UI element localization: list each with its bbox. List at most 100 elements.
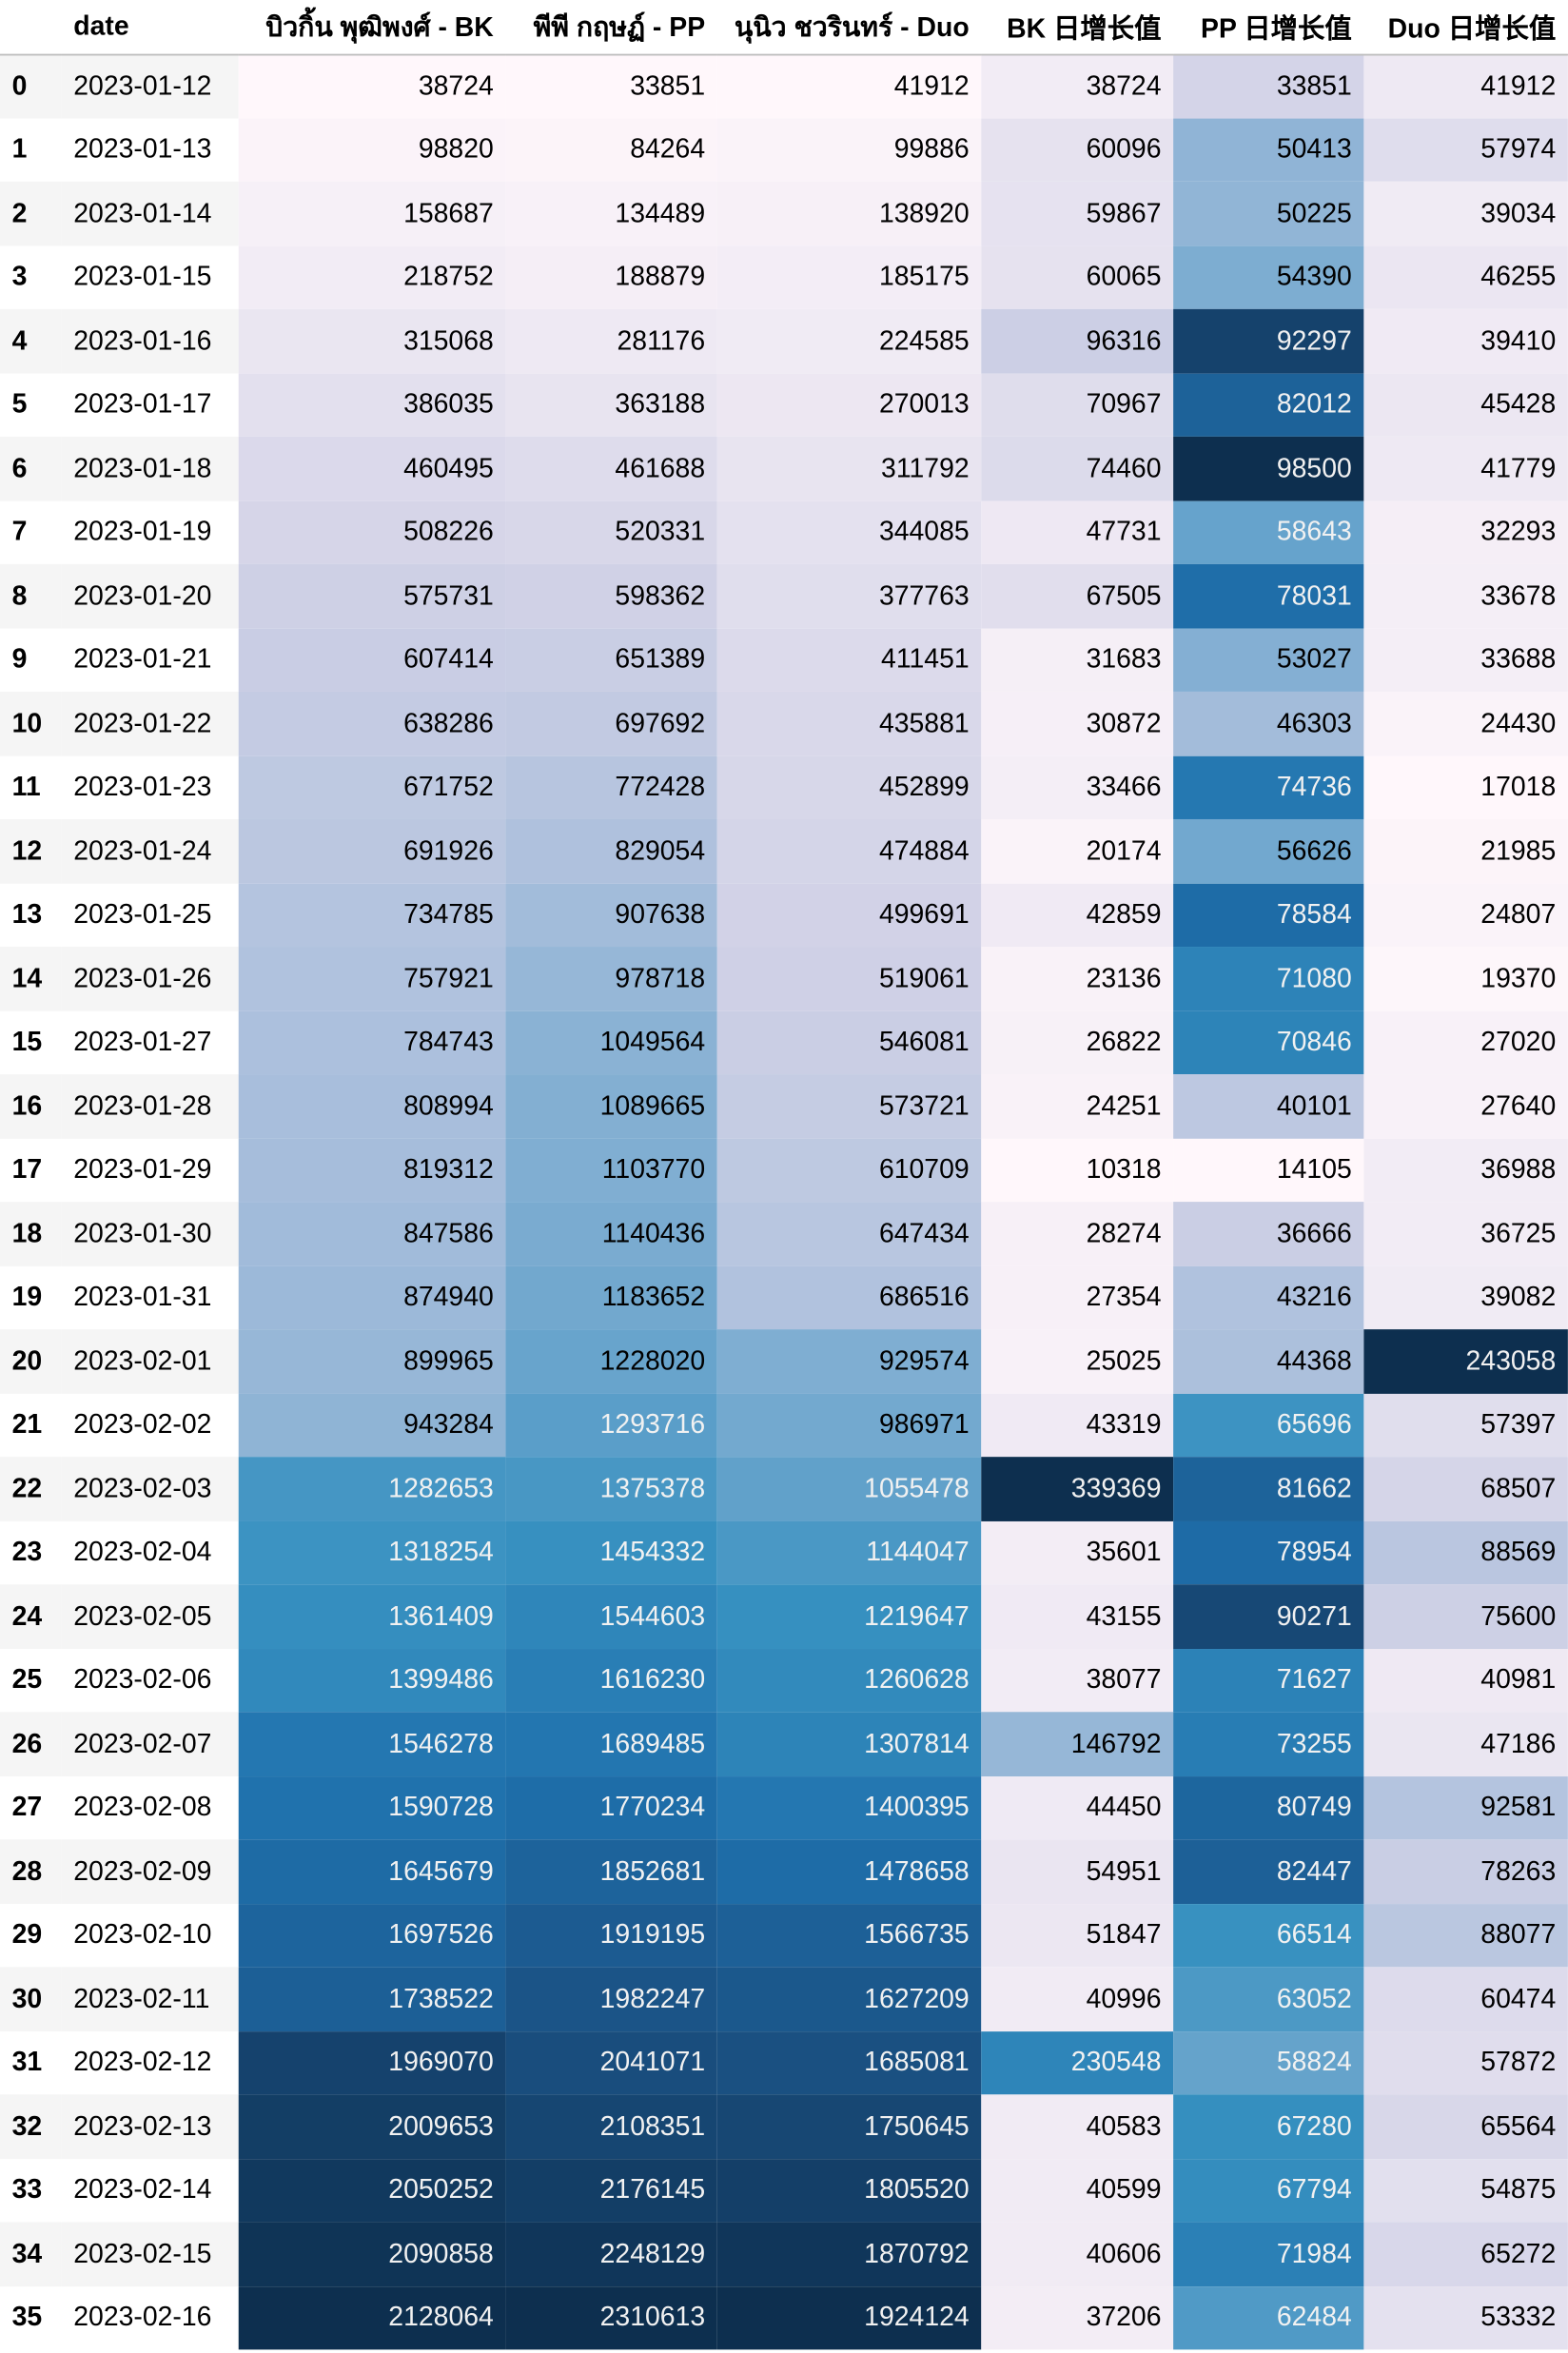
value-cell: 26822 (981, 1010, 1174, 1075)
value-cell: 74736 (1173, 755, 1364, 819)
table-header: date บิวกิ้น พุฒิพงศ์ - BK พีพี กฤษฏ์ - PP… (0, 0, 1568, 55)
value-cell: 134489 (505, 181, 717, 245)
value-cell: 38077 (981, 1648, 1174, 1713)
value-cell: 270013 (716, 372, 982, 437)
value-cell: 90271 (1173, 1584, 1364, 1649)
table-row: 32 2023-02-13 2009653 2108351 1750645 40583 67… (0, 2094, 1568, 2159)
value-cell: 1627209 (716, 1967, 982, 2031)
row-index: 3 (0, 245, 62, 309)
value-cell: 78954 (1173, 1520, 1364, 1585)
value-cell: 78031 (1173, 563, 1364, 628)
value-cell: 71984 (1173, 2222, 1364, 2286)
date-cell: 2023-01-26 (61, 947, 239, 1011)
date-cell: 2023-02-14 (61, 2158, 239, 2223)
value-cell: 40101 (1173, 1074, 1364, 1139)
table-row: 11 2023-01-23 671752 772428 452899 33466 74736… (0, 755, 1568, 819)
date-cell: 2023-01-15 (61, 245, 239, 309)
row-index: 19 (0, 1265, 62, 1330)
value-cell: 697692 (505, 691, 717, 755)
date-cell: 2023-02-12 (61, 2030, 239, 2095)
value-cell: 71627 (1173, 1648, 1364, 1713)
date-cell: 2023-01-30 (61, 1202, 239, 1266)
value-cell: 58643 (1173, 500, 1364, 564)
table-row: 26 2023-02-07 1546278 1689485 1307814 146792 7… (0, 1712, 1568, 1776)
value-cell: 575731 (238, 563, 506, 628)
row-index: 32 (0, 2094, 62, 2159)
table-row: 21 2023-02-02 943284 1293716 986971 43319 6569… (0, 1393, 1568, 1458)
value-cell: 96316 (981, 308, 1174, 373)
value-cell: 27354 (981, 1265, 1174, 1330)
value-cell: 24430 (1363, 691, 1568, 755)
value-cell: 66514 (1173, 1903, 1364, 1968)
value-cell: 51847 (981, 1903, 1174, 1968)
value-cell: 43319 (981, 1393, 1174, 1458)
value-cell: 60474 (1363, 1967, 1568, 2031)
value-cell: 24807 (1363, 883, 1568, 948)
value-cell: 1454332 (505, 1520, 717, 1585)
value-cell: 520331 (505, 500, 717, 564)
value-cell: 47186 (1363, 1712, 1568, 1776)
value-cell: 671752 (238, 755, 506, 819)
value-cell: 281176 (505, 308, 717, 373)
value-cell: 63052 (1173, 1967, 1364, 2031)
date-cell: 2023-02-01 (61, 1329, 239, 1394)
value-cell: 1400395 (716, 1775, 982, 1840)
table-row: 28 2023-02-09 1645679 1852681 1478658 54951 82… (0, 1839, 1568, 1904)
table-row: 4 2023-01-16 315068 281176 224585 96316 92297 3… (0, 308, 1568, 373)
value-cell: 46303 (1173, 691, 1364, 755)
value-cell: 39082 (1363, 1265, 1568, 1330)
column-header: Duo 日增长值 (1363, 0, 1568, 55)
value-cell: 43155 (981, 1584, 1174, 1649)
value-cell: 92581 (1363, 1775, 1568, 1840)
value-cell: 598362 (505, 563, 717, 628)
value-cell: 30872 (981, 691, 1174, 755)
value-cell: 78263 (1363, 1839, 1568, 1904)
value-cell: 33851 (505, 53, 717, 118)
value-cell: 874940 (238, 1265, 506, 1330)
value-cell: 1590728 (238, 1775, 506, 1840)
value-cell: 638286 (238, 691, 506, 755)
value-cell: 56626 (1173, 818, 1364, 884)
date-cell: 2023-01-29 (61, 1138, 239, 1203)
date-cell: 2023-01-22 (61, 691, 239, 755)
value-cell: 74460 (981, 436, 1174, 500)
value-cell: 2050252 (238, 2158, 506, 2223)
value-cell: 607414 (238, 627, 506, 692)
value-cell: 138920 (716, 181, 982, 245)
table-row: 20 2023-02-01 899965 1228020 929574 25025 4436… (0, 1329, 1568, 1394)
value-cell: 58824 (1173, 2030, 1364, 2095)
table-row: 8 2023-01-20 575731 598362 377763 67505 78031 3… (0, 563, 1568, 628)
value-cell: 28274 (981, 1202, 1174, 1266)
value-cell: 1750645 (716, 2094, 982, 2159)
value-cell: 70846 (1173, 1010, 1364, 1075)
value-cell: 81662 (1173, 1457, 1364, 1521)
row-index: 28 (0, 1839, 62, 1904)
table-row: 17 2023-01-29 819312 1103770 610709 10318 1410… (0, 1138, 1568, 1203)
row-index: 29 (0, 1903, 62, 1968)
value-cell: 40599 (981, 2158, 1174, 2223)
value-cell: 757921 (238, 947, 506, 1011)
value-cell: 1293716 (505, 1393, 717, 1458)
column-header: date (61, 0, 239, 55)
value-cell: 40583 (981, 2094, 1174, 2159)
value-cell: 14105 (1173, 1138, 1364, 1203)
value-cell: 82447 (1173, 1839, 1364, 1904)
value-cell: 27020 (1363, 1010, 1568, 1075)
value-cell: 2248129 (505, 2222, 717, 2286)
row-index: 27 (0, 1775, 62, 1840)
date-cell: 2023-02-06 (61, 1648, 239, 1713)
column-header: นุนิว ชวรินทร์ - Duo (716, 0, 982, 55)
value-cell: 218752 (238, 245, 506, 309)
value-cell: 188879 (505, 245, 717, 309)
row-index: 35 (0, 2285, 62, 2350)
value-cell: 36666 (1173, 1202, 1364, 1266)
table-row: 31 2023-02-12 1969070 2041071 1685081 230548 5… (0, 2030, 1568, 2095)
value-cell: 158687 (238, 181, 506, 245)
value-cell: 33851 (1173, 53, 1364, 118)
row-index: 7 (0, 500, 62, 564)
value-cell: 1685081 (716, 2030, 982, 2095)
value-cell: 37206 (981, 2285, 1174, 2350)
value-cell: 1919195 (505, 1903, 717, 1968)
value-cell: 59867 (981, 181, 1174, 245)
value-cell: 35601 (981, 1520, 1174, 1585)
